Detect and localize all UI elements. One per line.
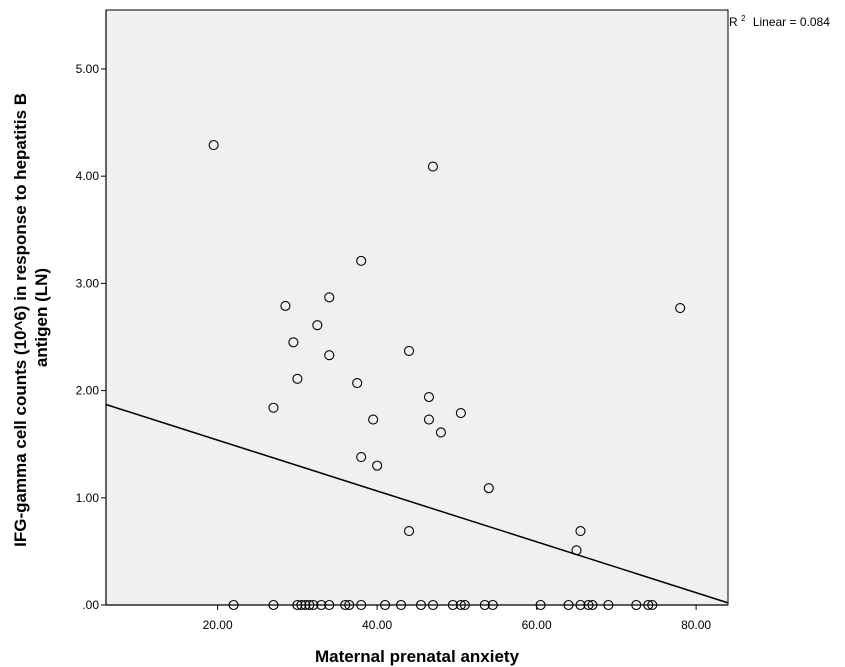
scatter-point <box>324 292 335 303</box>
ticks-layer: .00 1.00 2.00 3.00 4.00 5.00 20.00 40.00 60.00 80… <box>76 62 712 632</box>
scatter-point <box>571 545 582 556</box>
y-axis-title-line-1: IFG-gamma cell counts (10^6) in response… <box>11 93 30 547</box>
y-axis-title: IFG-gamma cell counts (10^6) in response… <box>11 88 51 547</box>
scatter-point <box>403 345 415 356</box>
scatter-point <box>372 460 383 471</box>
scatter-point <box>288 337 299 348</box>
y-tick-label: 4.00 <box>76 169 100 183</box>
scatter-point <box>312 320 323 331</box>
y-tick-label: 5.00 <box>76 62 100 76</box>
scatter-point <box>324 350 335 361</box>
y-axis-title-line-2: antigen (LN) <box>32 268 51 367</box>
y-tick-label: .00 <box>82 598 99 612</box>
y-tick-label: 3.00 <box>76 276 100 290</box>
scatter-point <box>368 414 379 425</box>
y-tick-label: 2.00 <box>76 384 100 398</box>
scatter-point <box>455 408 466 419</box>
fit-line-layer <box>105 403 729 604</box>
scatter-point <box>356 255 367 266</box>
x-axis-title: Maternal prenatal anxiety <box>315 647 520 666</box>
scatter-point <box>352 378 363 389</box>
x-tick-label: 40.00 <box>362 618 392 632</box>
scatter-point <box>423 391 435 403</box>
scatter-point <box>575 525 586 537</box>
scatter-point <box>427 161 438 172</box>
scatter-point <box>208 140 219 151</box>
r2-label-superscript: 2 <box>741 14 746 23</box>
scatter-point <box>280 300 291 311</box>
scatter-point <box>435 427 446 438</box>
y-tick-label: 1.00 <box>76 491 100 505</box>
scatter-point <box>423 414 435 425</box>
x-tick-label: 20.00 <box>203 618 233 632</box>
x-tick-label: 60.00 <box>522 618 552 632</box>
scatter-point <box>403 525 415 537</box>
r2-label-suffix: Linear = 0.084 <box>753 15 830 29</box>
axes-layer <box>105 10 728 606</box>
scatter-point <box>483 483 494 494</box>
scatter-point <box>675 302 686 314</box>
linear-fit-line <box>105 403 729 604</box>
x-tick-label: 80.00 <box>681 618 711 632</box>
scatter-point <box>292 373 303 384</box>
scatter-point <box>356 452 367 463</box>
r2-label-prefix: R <box>729 15 738 29</box>
scatter-point <box>268 402 279 413</box>
plot-area <box>105 9 729 606</box>
r2-linear-label: R 2 Linear = 0.084 <box>729 10 830 29</box>
